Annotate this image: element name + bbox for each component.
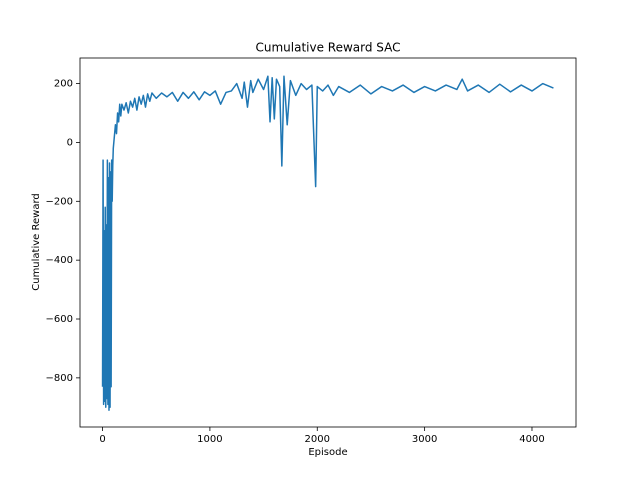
x-tick-label: 0 — [99, 434, 105, 445]
plot-frame — [79, 57, 577, 428]
x-tick-label: 1000 — [197, 434, 222, 445]
y-axis-label: Cumulative Reward — [31, 193, 42, 291]
y-tick-label: −800 — [46, 373, 73, 384]
x-tick-label: 3000 — [412, 434, 437, 445]
x-axis-label: Episode — [308, 447, 347, 458]
y-tick-label: −400 — [46, 255, 73, 266]
chart-title: Cumulative Reward SAC — [255, 41, 400, 55]
x-tick-label: 4000 — [519, 434, 544, 445]
y-tick-label: −200 — [46, 196, 73, 207]
x-tick-label: 2000 — [305, 434, 330, 445]
y-tick-label: 0 — [67, 137, 73, 148]
data-line — [101, 75, 554, 411]
y-tick-label: −600 — [46, 314, 73, 325]
y-tick-label: 200 — [54, 79, 73, 90]
